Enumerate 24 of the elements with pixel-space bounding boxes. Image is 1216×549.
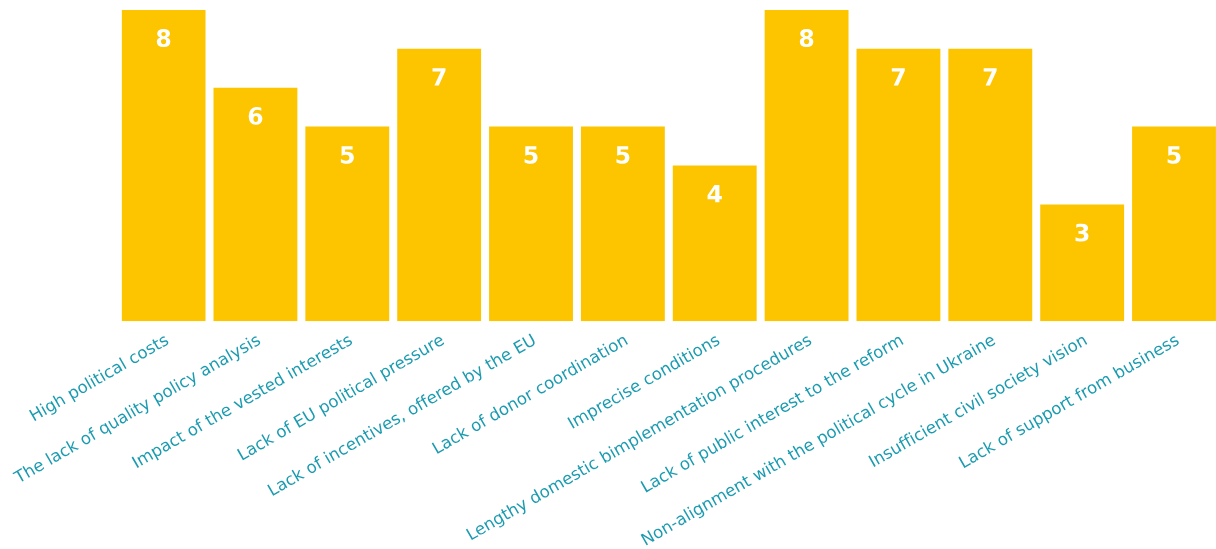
data-label: 5: [340, 146, 354, 164]
bar: [1040, 204, 1125, 322]
bar: [397, 48, 482, 322]
bar: [764, 9, 849, 322]
data-label: 6: [248, 106, 263, 125]
data-label: 5: [1167, 146, 1181, 164]
bar: [948, 48, 1033, 322]
bar: [489, 126, 573, 322]
data-label: 7: [983, 68, 997, 86]
bar: [1132, 126, 1216, 322]
data-label: 5: [524, 146, 538, 164]
data-label: 7: [891, 68, 905, 86]
bar: [121, 9, 206, 322]
data-label: 3: [1075, 223, 1089, 242]
bar: [305, 126, 390, 322]
bar: [213, 87, 298, 322]
bar: [580, 126, 665, 322]
data-label: 8: [156, 29, 171, 47]
data-label: 5: [616, 146, 630, 164]
bar: [672, 165, 757, 322]
data-label: 7: [432, 68, 446, 86]
bar: [856, 48, 941, 322]
data-label: 4: [707, 185, 722, 203]
data-label: 8: [799, 29, 814, 47]
